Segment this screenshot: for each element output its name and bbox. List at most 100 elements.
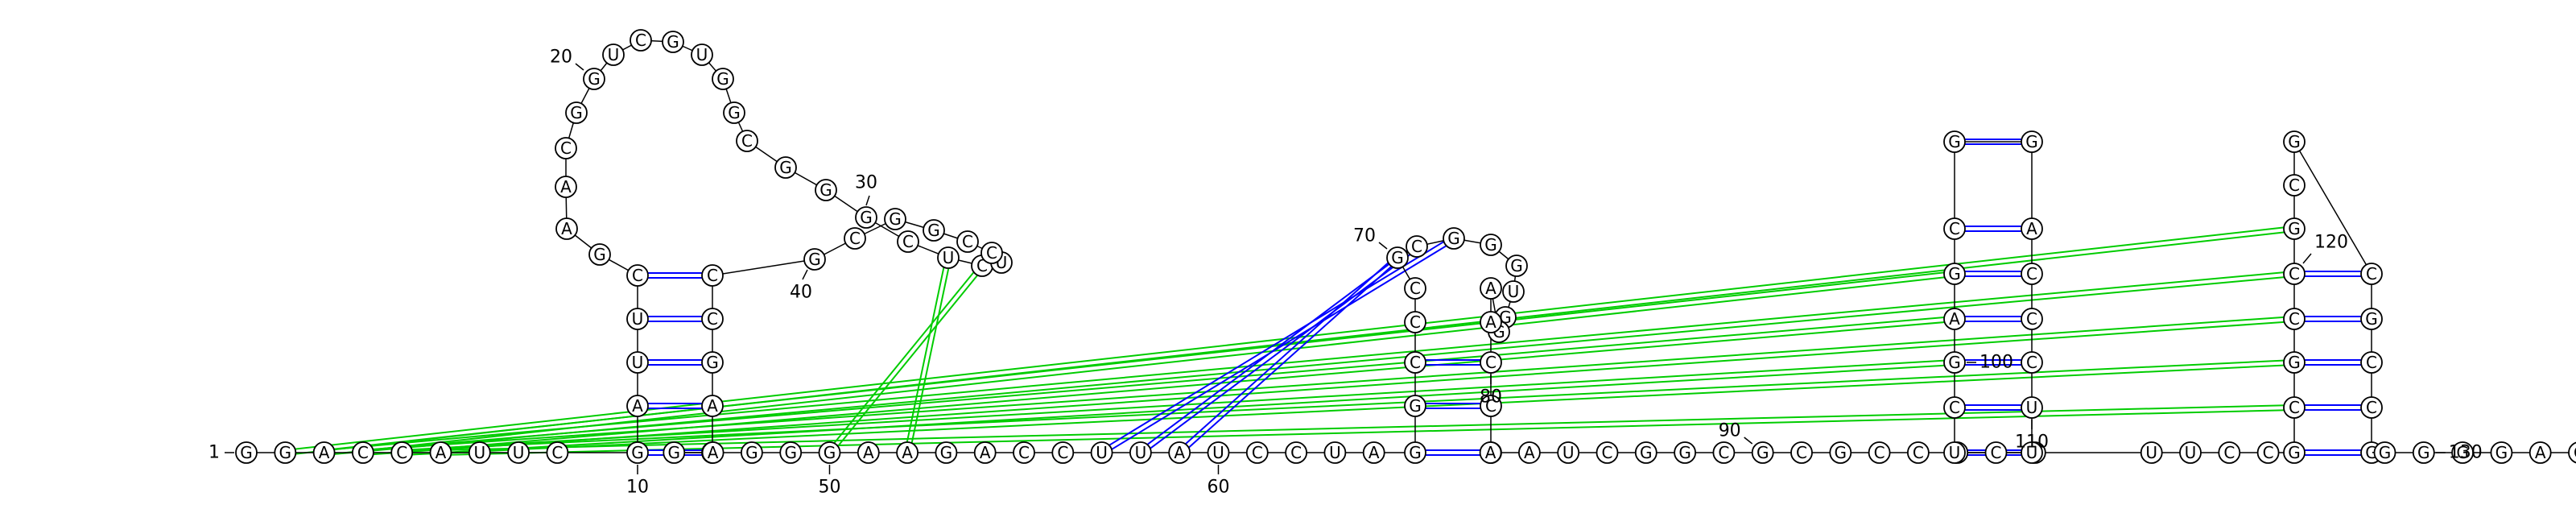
nucleotide-circle: [1596, 441, 1619, 464]
nucleotide: A: [555, 217, 578, 240]
nucleotide-circle: [2283, 351, 2306, 374]
nucleotide: G: [1634, 441, 1657, 464]
nucleotide-circle: [803, 248, 826, 271]
nucleotide-letter: G: [824, 443, 836, 462]
nucleotide-circle: [1443, 227, 1465, 250]
nucleotide-letter: U: [632, 353, 644, 372]
nucleotide-letter: G: [2288, 443, 2301, 462]
nucleotide-letter: G: [1391, 248, 1404, 267]
nucleotide: G: [1674, 441, 1697, 464]
nucleotide-letter: C: [849, 229, 861, 248]
nucleotide-circle: [1943, 396, 1966, 419]
nucleotide-letter: C: [560, 139, 572, 158]
nucleotide-circle: [1906, 441, 1930, 464]
nucleotide-letter: C: [2223, 443, 2235, 462]
nucleotide-circle: [274, 441, 297, 464]
nucleotide-circle: [1505, 254, 1528, 277]
nucleotide: U: [1502, 280, 1525, 303]
nucleotide-letter: U: [1563, 443, 1575, 462]
nucleotide: G: [274, 441, 297, 464]
nucleotide-letter: C: [1057, 443, 1068, 462]
nucleotide-circle: [468, 441, 491, 464]
nucleotide-letter: G: [2417, 443, 2430, 462]
nucleotide-letter: G: [819, 180, 832, 200]
nucleotide-letter: G: [1484, 235, 1497, 254]
nucleotide: U: [2021, 396, 2043, 419]
nucleotide-letter: C: [1913, 443, 1924, 462]
nucleotide: G: [815, 179, 837, 201]
pseudoknot-pair: [402, 359, 2294, 452]
nucleotide-circle: [855, 206, 877, 229]
nucleotide: U: [1129, 441, 1152, 464]
nucleotide-circle: [2412, 441, 2435, 464]
nucleotide-letter: G: [1948, 353, 1961, 372]
nucleotide-circle: [1790, 441, 1813, 464]
nucleotide: G: [2283, 130, 2306, 153]
nucleotide-letter: G: [2288, 353, 2301, 372]
position-label: 50: [819, 478, 841, 498]
nucleotide-letter: G: [631, 443, 644, 462]
nucleotide-circle: [1245, 441, 1269, 464]
position-label: 1: [208, 443, 220, 463]
nucleotide: C: [1480, 395, 1502, 417]
nucleotide-letter: U: [696, 45, 708, 64]
nucleotide-letter: C: [1991, 443, 2002, 462]
nucleotide: C: [2568, 441, 2576, 464]
nucleotide: G: [741, 441, 763, 464]
nucleotide-letter: C: [741, 131, 753, 151]
nucleotide: U: [1090, 441, 1113, 464]
nucleotide: G: [855, 206, 877, 229]
nucleotide: C: [2360, 396, 2383, 419]
nucleotide-letter: G: [279, 443, 292, 462]
nucleotide: C: [1051, 441, 1075, 464]
nucleotide-circle: [1480, 351, 1502, 374]
nucleotide: G: [1943, 263, 1966, 285]
position-tick: [865, 195, 870, 206]
nucleotide: C: [2283, 263, 2306, 285]
nucleotide: U: [602, 43, 625, 66]
nucleotide-letter: G: [808, 250, 821, 269]
nucleotide-letter: C: [902, 232, 914, 251]
nucleotide-circle: [2529, 441, 2552, 464]
nucleotide: C: [1404, 351, 1426, 374]
nucleotide-circle: [2283, 308, 2306, 330]
nucleotide: G: [565, 101, 588, 124]
nucleotide-circle: [507, 441, 530, 464]
nucleotide: G: [2360, 308, 2383, 330]
nucleotide-circle: [1480, 311, 1502, 333]
nucleotide-letter: G: [1510, 256, 1523, 275]
nucleotide: U: [937, 246, 960, 269]
nucleotide-letter: A: [1949, 309, 1960, 329]
nucleotide-letter: A: [436, 443, 447, 462]
nucleotide-circle: [1943, 308, 1966, 330]
nucleotide: G: [588, 243, 611, 266]
position-label: 80: [1480, 387, 1502, 408]
nucleotide-circle: [2373, 441, 2396, 464]
nucleotide-circle: [1404, 277, 1426, 300]
nucleotide-letter: G: [1948, 264, 1961, 283]
nucleotide-circle: [2490, 441, 2513, 464]
nucleotide-circle: [2283, 217, 2306, 240]
nucleotide-letter: C: [2366, 398, 2377, 417]
nucleotide-letter: C: [1410, 312, 1421, 332]
nucleotide-letter: U: [1329, 443, 1341, 462]
nucleotide: C: [1790, 441, 1813, 464]
nucleotide-circle: [1557, 441, 1580, 464]
nucleotide-letter: C: [2289, 309, 2300, 329]
nucleotide-circle: [774, 156, 797, 179]
nucleotide: G: [1404, 395, 1426, 417]
nucleotide-letter: C: [1949, 398, 1960, 417]
nucleotide: U: [2179, 441, 2202, 464]
nucleotide-circle: [701, 351, 724, 374]
nucleotide: C: [1943, 396, 1966, 419]
nucleotide-circle: [935, 441, 958, 464]
nucleotide: A: [312, 441, 336, 464]
nucleotide: G: [779, 441, 803, 464]
nucleotide: G: [2283, 217, 2306, 240]
nucleotide-circle: [2218, 441, 2241, 464]
nucleotide-circle: [1674, 441, 1697, 464]
position-label: 40: [790, 283, 812, 303]
nucleotide: A: [626, 395, 649, 417]
nucleotide-circle: [2283, 396, 2306, 419]
